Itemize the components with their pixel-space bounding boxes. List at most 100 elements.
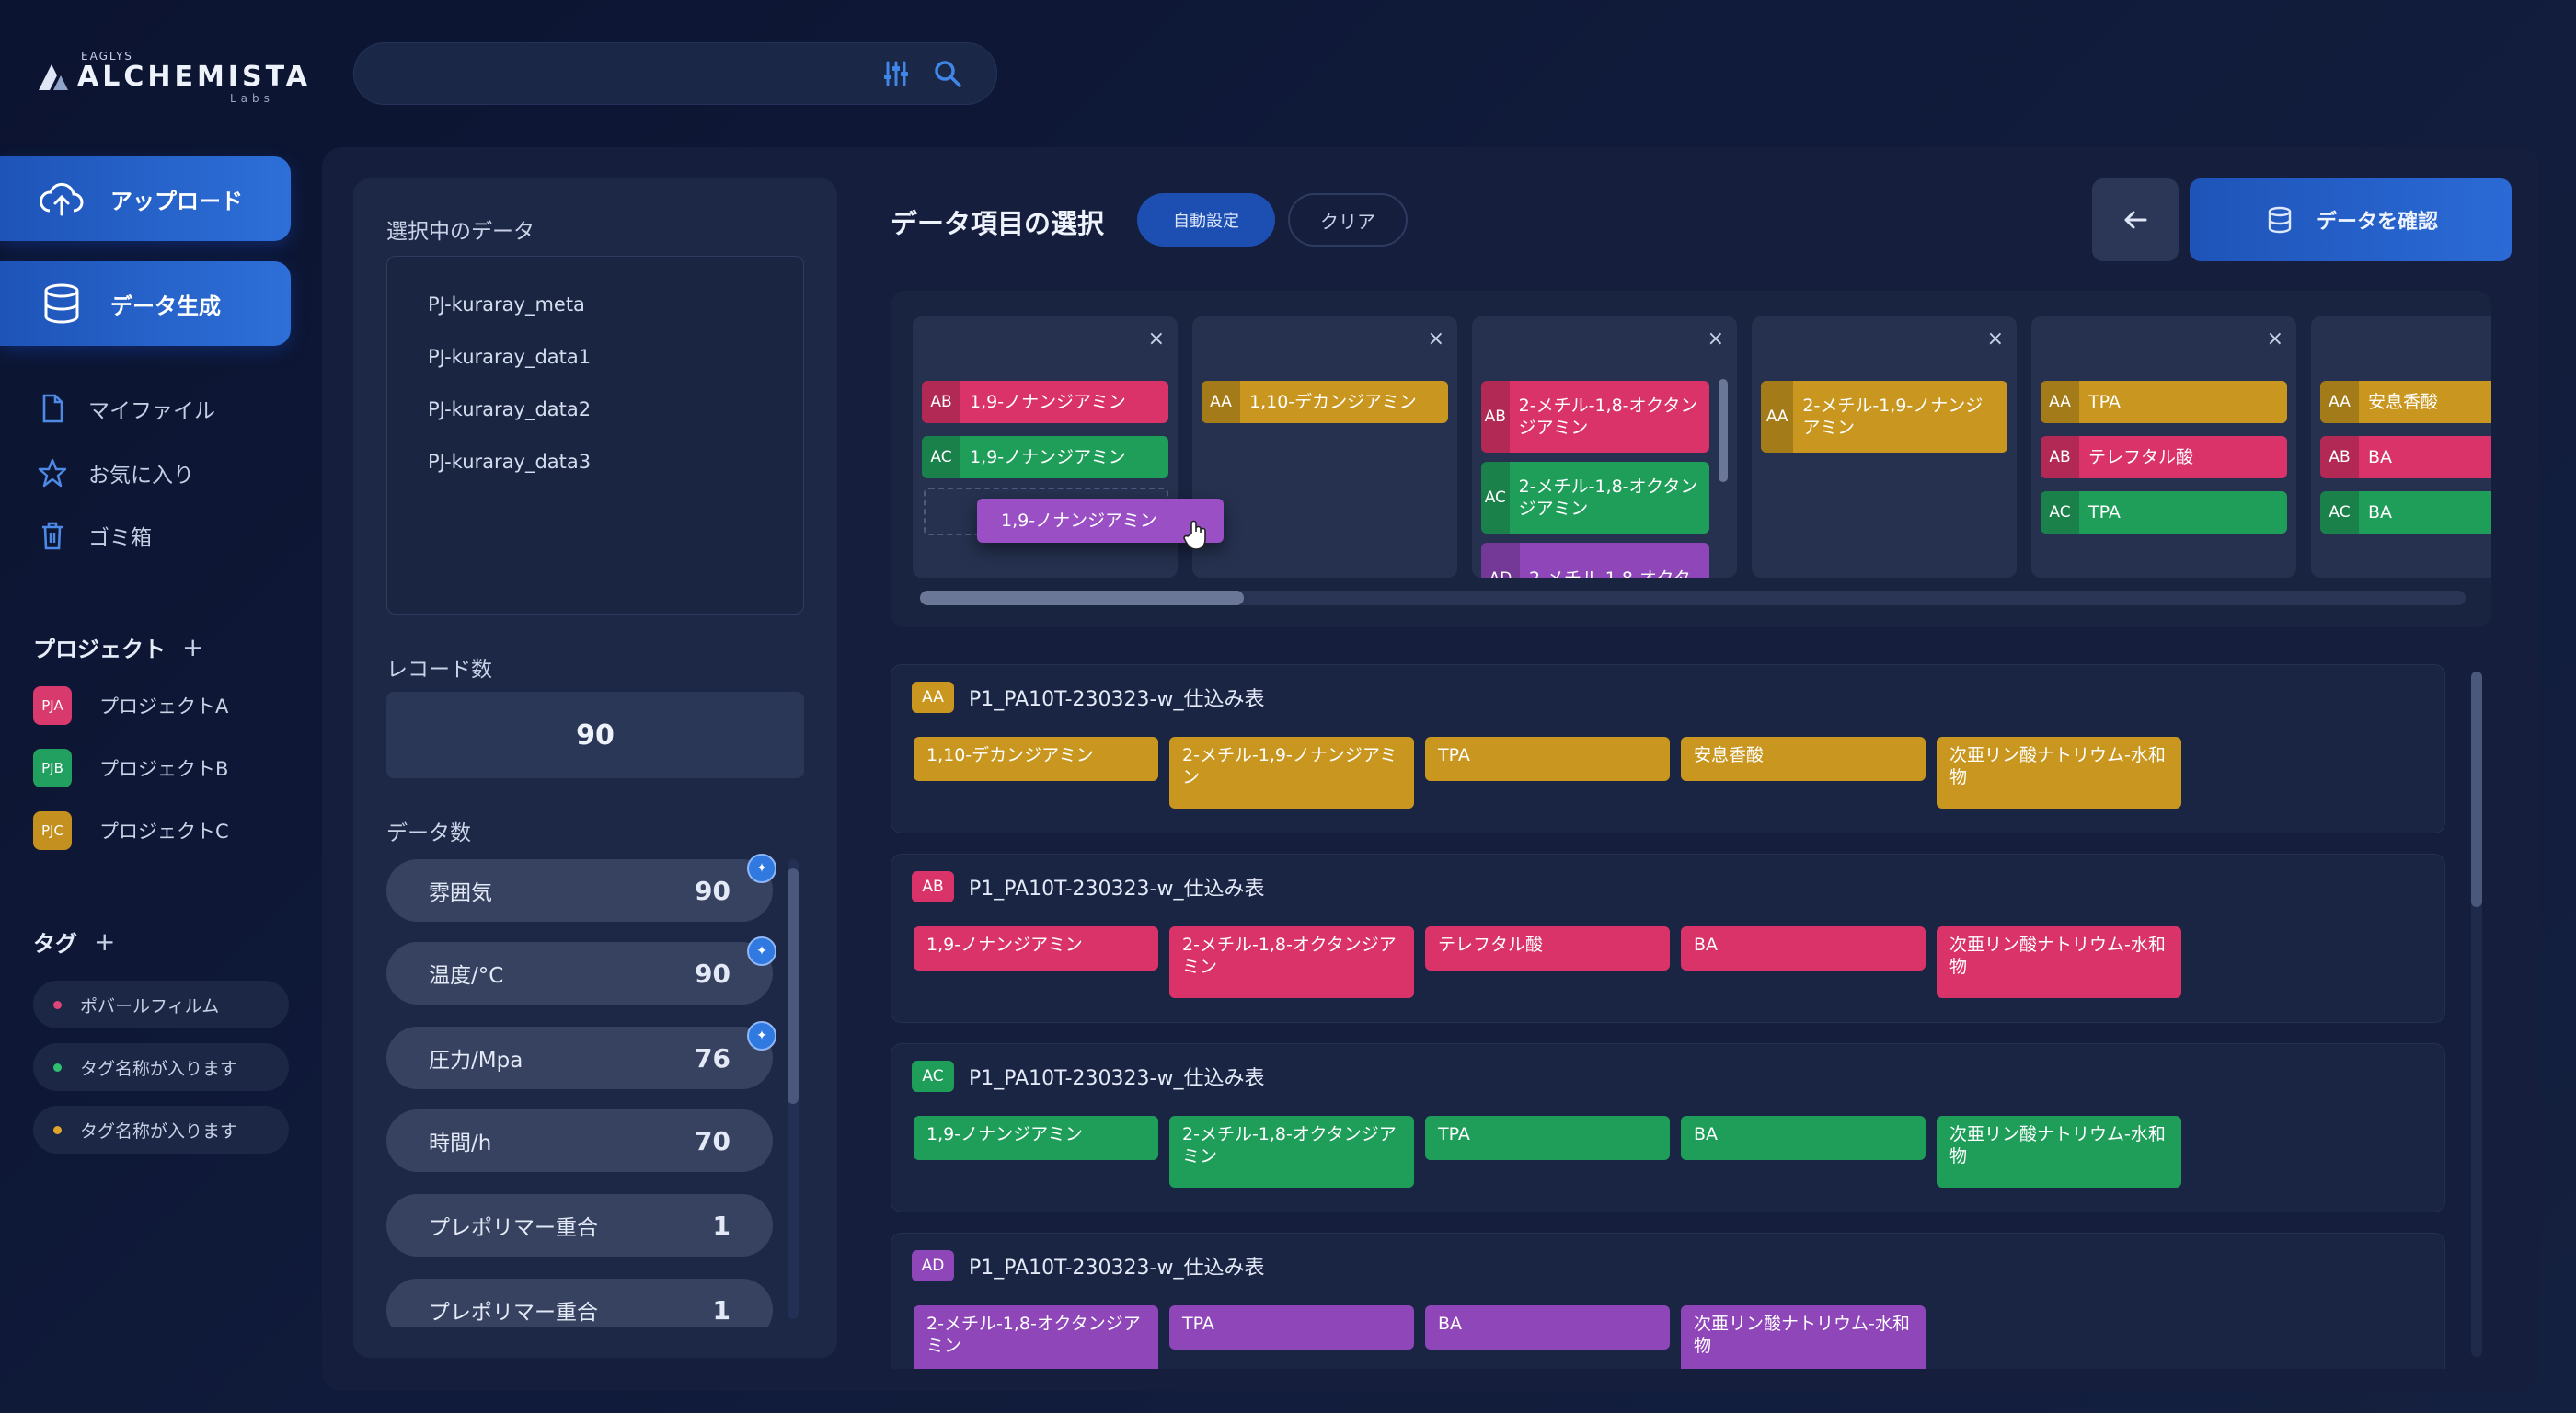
token-chip[interactable]: 2-メチル-1,8-オクタンジアミン: [1169, 926, 1414, 998]
chip-label: TPA: [2088, 502, 2121, 523]
confirm-data-button[interactable]: データを確認: [2190, 178, 2512, 261]
count-value: 76: [695, 1042, 730, 1074]
item-chip[interactable]: AC BA: [2320, 491, 2491, 534]
columns-horizontal-scrollbar[interactable]: [920, 591, 2466, 605]
close-icon[interactable]: ×: [2266, 327, 2283, 350]
chip-label: 2-メチル-1,8-オクタンジアミン: [1518, 396, 1698, 438]
list-item[interactable]: PJ-kuraray_data3: [428, 451, 592, 473]
project-badge: PJC: [33, 811, 72, 850]
item-chip[interactable]: AB 1,9-ノナンジアミン: [922, 381, 1168, 423]
search-icon[interactable]: [933, 59, 962, 88]
item-chip[interactable]: AB テレフタル酸: [2041, 436, 2287, 478]
selection-column[interactable]: × AA TPA AB テレフタル酸 AC TPA: [2031, 316, 2296, 578]
source-header: AA P1_PA10T-230323-w_仕込み表: [912, 682, 1264, 713]
source-key: AB: [912, 871, 954, 902]
selection-column[interactable]: × AA 1,10-デカンジアミン: [1192, 316, 1457, 578]
data-count-row[interactable]: 温度/°C 90 ✦: [386, 936, 776, 1005]
token-chip[interactable]: 安息香酸: [1681, 737, 1926, 781]
sidebar-tag[interactable]: タグ名称が入ります: [33, 1106, 289, 1154]
projects-title: プロジェクト: [33, 637, 166, 662]
token-chip[interactable]: 2-メチル-1,8-オクタンジアミン: [914, 1305, 1158, 1369]
token-chip[interactable]: 2-メチル-1,9-ノナンジアミン: [1169, 737, 1414, 809]
token-chip[interactable]: 次亜リン酸ナトリウム-水和物: [1937, 737, 2181, 809]
list-item[interactable]: PJ-kuraray_data1: [428, 346, 592, 368]
data-count-row[interactable]: 圧力/Mpa 76 ✦: [386, 1021, 776, 1089]
sidebar-item-my-files[interactable]: マイファイル: [37, 390, 215, 427]
selection-column[interactable]: × AB 2-メチル-1,8-オクタンジアミン AC 2-メチル-1,8-オクタンジ…: [1472, 316, 1737, 578]
token-chip[interactable]: 次亜リン酸ナトリウム-水和物: [1937, 1116, 2181, 1188]
item-chip[interactable]: AC 2-メチル-1,8-オクタンジアミン: [1481, 462, 1709, 534]
data-count-row[interactable]: プレポリマー重合 1: [386, 1279, 773, 1327]
data-count-row[interactable]: プレポリマー重合 1: [386, 1194, 773, 1257]
sidebar-item-favorites[interactable]: お気に入り: [37, 454, 194, 491]
sliders-icon[interactable]: [881, 59, 911, 88]
close-icon[interactable]: ×: [1147, 327, 1165, 350]
token-chip[interactable]: 次亜リン酸ナトリウム-水和物: [1681, 1305, 1926, 1369]
item-chip[interactable]: AC TPA: [2041, 491, 2287, 534]
record-count-title: レコード数: [386, 658, 492, 682]
item-chip[interactable]: AA 2-メチル-1,9-ノナンジアミン: [1761, 381, 2007, 453]
token-chip[interactable]: BA: [1681, 1116, 1926, 1160]
token-chip[interactable]: 1,10-デカンジアミン: [914, 737, 1158, 781]
token-chip[interactable]: BA: [1425, 1305, 1670, 1350]
add-project-button[interactable]: +: [182, 632, 204, 662]
token-chip[interactable]: TPA: [1169, 1305, 1414, 1350]
item-chip[interactable]: AA 1,10-デカンジアミン: [1202, 381, 1448, 423]
selected-data-list: PJ-kuraray_meta PJ-kuraray_data1 PJ-kura…: [386, 256, 804, 615]
token-chip[interactable]: 2-メチル-1,8-オクタンジアミン: [1169, 1116, 1414, 1188]
close-icon[interactable]: ×: [1427, 327, 1444, 350]
selection-column[interactable]: × AA 2-メチル-1,9-ノナンジアミン: [1752, 316, 2017, 578]
sidebar-project-b[interactable]: PJB プロジェクトB: [33, 747, 228, 789]
scrollbar-thumb[interactable]: [920, 591, 1244, 605]
sidebar-item-label: お気に入り: [88, 464, 194, 488]
hand-cursor-icon: [1183, 520, 1206, 550]
selected-data-title: 選択中のデータ: [386, 220, 535, 244]
item-chip[interactable]: AC 1,9-ノナンジアミン: [922, 436, 1168, 478]
selection-column[interactable]: AA 安息香酸 AB BA AC BA: [2311, 316, 2491, 578]
sidebar-project-a[interactable]: PJA プロジェクトA: [33, 684, 228, 727]
column-scrollbar[interactable]: [1719, 379, 1728, 482]
pin-badge-icon[interactable]: ✦: [747, 854, 776, 883]
pin-badge-icon[interactable]: ✦: [747, 936, 776, 966]
token-chip[interactable]: 1,9-ノナンジアミン: [914, 1116, 1158, 1160]
clear-button[interactable]: クリア: [1288, 193, 1408, 247]
item-chip[interactable]: AA TPA: [2041, 381, 2287, 423]
sidebar-item-trash[interactable]: ゴミ箱: [37, 517, 152, 554]
chip-key: AA: [1761, 381, 1794, 453]
close-icon[interactable]: ×: [1986, 327, 2004, 350]
token-chip[interactable]: BA: [1681, 926, 1926, 971]
search-bar[interactable]: [353, 42, 997, 105]
item-chip[interactable]: AB BA: [2320, 436, 2491, 478]
data-count-scrollbar[interactable]: [788, 859, 799, 1319]
data-count-row[interactable]: 雰囲気 90 ✦: [386, 854, 776, 922]
scrollbar-thumb[interactable]: [2471, 672, 2482, 907]
token-chip[interactable]: テレフタル酸: [1425, 926, 1670, 971]
chip-key: AB: [2320, 436, 2359, 478]
sidebar-tag[interactable]: ポバールフィルム: [33, 981, 289, 1028]
item-chip[interactable]: AD2-メチル-1,8-オクタ: [1481, 543, 1709, 578]
data-count-row[interactable]: 時間/h 70: [386, 1109, 773, 1172]
sidebar-tag[interactable]: タグ名称が入ります: [33, 1043, 289, 1091]
token-chip[interactable]: TPA: [1425, 1116, 1670, 1160]
chip-key: AC: [2320, 491, 2359, 534]
data-generation-button[interactable]: データ生成: [0, 261, 291, 346]
token-chip[interactable]: TPA: [1425, 737, 1670, 781]
chip-label: 2-メチル-1,9-ノナンジアミン: [1802, 396, 1984, 438]
token-chip[interactable]: 1,9-ノナンジアミン: [914, 926, 1158, 971]
scrollbar-thumb[interactable]: [788, 868, 799, 1104]
back-button[interactable]: [2092, 178, 2179, 261]
list-item[interactable]: PJ-kuraray_meta: [428, 293, 585, 316]
source-list-scrollbar[interactable]: [2471, 672, 2482, 1357]
auto-setting-button[interactable]: 自動設定: [1137, 193, 1275, 247]
upload-button[interactable]: アップロード: [0, 156, 291, 241]
item-chip[interactable]: AA 安息香酸: [2320, 381, 2491, 423]
close-icon[interactable]: ×: [1707, 327, 1724, 350]
dragging-chip[interactable]: 1,9-ノナンジアミン: [977, 499, 1224, 543]
list-item[interactable]: PJ-kuraray_data2: [428, 398, 592, 420]
sidebar-project-c[interactable]: PJC プロジェクトC: [33, 810, 229, 852]
count-value: 1: [712, 1210, 730, 1241]
add-tag-button[interactable]: +: [94, 926, 116, 957]
token-chip[interactable]: 次亜リン酸ナトリウム-水和物: [1937, 926, 2181, 998]
item-chip[interactable]: AB 2-メチル-1,8-オクタンジアミン: [1481, 381, 1709, 453]
pin-badge-icon[interactable]: ✦: [747, 1021, 776, 1051]
